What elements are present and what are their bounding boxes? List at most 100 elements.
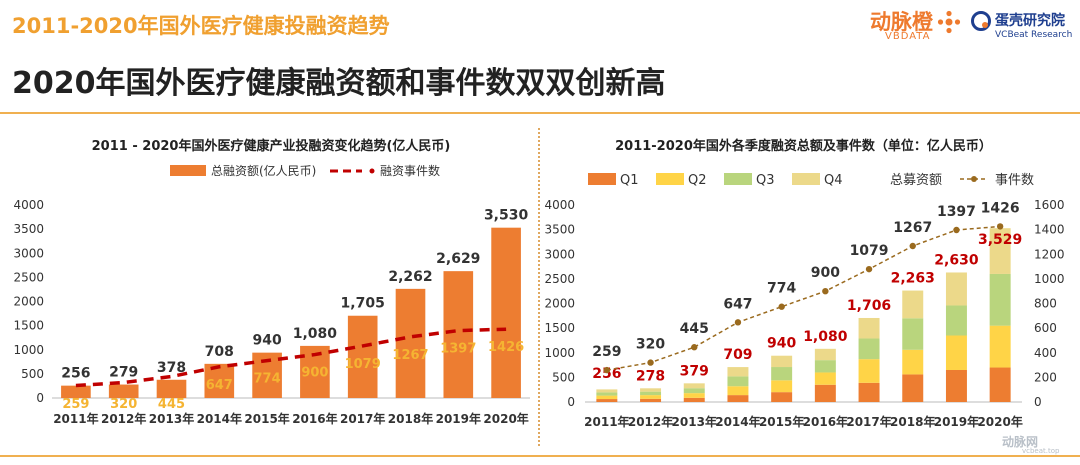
bar-segment-q1 bbox=[945, 369, 967, 402]
watermark-sub: vcbeat.top bbox=[1022, 447, 1060, 455]
y-tick-label: 0 bbox=[36, 391, 44, 405]
x-tick-label: 2019年 bbox=[436, 411, 481, 426]
vcbeat-logo-text: 蛋壳研究院 bbox=[995, 13, 1065, 29]
bar-segment-q2 bbox=[989, 325, 1011, 368]
bar-segment-q3 bbox=[858, 338, 880, 360]
x-tick-label: 2015年 bbox=[759, 414, 804, 429]
bar bbox=[395, 288, 426, 398]
bar-segment-q1 bbox=[989, 367, 1011, 402]
bar-segment-q2 bbox=[945, 335, 967, 370]
bar-segment-q3 bbox=[727, 376, 749, 387]
bar-segment-q3 bbox=[596, 392, 618, 396]
chart-divider bbox=[538, 128, 540, 446]
y-tick-label: 3000 bbox=[13, 246, 44, 260]
bar-segment-q4 bbox=[596, 389, 618, 393]
vcbeat-logo-icon bbox=[971, 11, 991, 31]
top-title: 2011-2020年国外医疗健康投融资趋势 bbox=[12, 14, 390, 38]
y2-tick-label: 1600 bbox=[1034, 198, 1065, 212]
bar bbox=[443, 271, 474, 398]
event-count-line bbox=[606, 225, 1001, 371]
x-tick-label: 2014年 bbox=[197, 411, 242, 426]
vbdata-logo-sub: VBDATA bbox=[885, 31, 931, 42]
legend-q1-label: Q1 bbox=[620, 173, 639, 188]
y-tick-label: 3500 bbox=[544, 223, 575, 237]
bar-segment-q2 bbox=[640, 395, 662, 399]
x-tick-label: 2020年 bbox=[977, 414, 1022, 429]
bar-segment-q1 bbox=[902, 374, 924, 402]
bar-segment-q3 bbox=[945, 305, 967, 336]
bar-segment-q2 bbox=[858, 359, 880, 383]
bar bbox=[204, 363, 235, 398]
bar-segment-q3 bbox=[683, 388, 705, 394]
event-value-label: 445 bbox=[680, 321, 709, 337]
bar-segment-q2 bbox=[902, 349, 924, 375]
bar-segment-q4 bbox=[902, 290, 924, 319]
x-tick-label: 2013年 bbox=[672, 414, 717, 429]
event-value-label: 774 bbox=[767, 281, 796, 297]
bar-segment-q1 bbox=[596, 399, 618, 402]
total-value-label: 2,630 bbox=[934, 252, 979, 268]
bar-value-label: 2,262 bbox=[388, 269, 432, 285]
event-marker bbox=[734, 319, 742, 326]
total-value-label: 379 bbox=[680, 363, 709, 379]
bar-segment-q4 bbox=[771, 355, 793, 368]
bar-segment-q3 bbox=[814, 360, 836, 373]
event-marker bbox=[603, 366, 611, 374]
event-value-label: 647 bbox=[723, 296, 752, 312]
bar-segment-q1 bbox=[858, 382, 880, 402]
legend-event-label: 事件数 bbox=[995, 173, 1034, 188]
y2-tick-label: 400 bbox=[1034, 346, 1057, 360]
y2-tick-label: 1000 bbox=[1034, 272, 1065, 286]
y2-tick-label: 1400 bbox=[1034, 223, 1065, 237]
x-tick-label: 2019年 bbox=[934, 414, 979, 429]
event-value-label: 320 bbox=[110, 397, 137, 412]
total-value-label: 2,263 bbox=[891, 271, 935, 287]
bar-segment-q3 bbox=[771, 367, 793, 381]
y-tick-label: 500 bbox=[552, 370, 575, 384]
legend-q2-label: Q2 bbox=[688, 173, 707, 188]
event-marker bbox=[909, 242, 916, 250]
total-value-label: 940 bbox=[767, 336, 796, 352]
event-value-label: 259 bbox=[62, 397, 89, 412]
bar-segment-q3 bbox=[989, 273, 1011, 326]
bar-value-label: 940 bbox=[252, 333, 281, 349]
x-tick-label: 2016年 bbox=[803, 414, 848, 429]
bar-value-label: 1,080 bbox=[293, 326, 338, 342]
legend-event-marker bbox=[971, 176, 977, 182]
total-value-label: 1,080 bbox=[803, 329, 848, 345]
event-value-label: 900 bbox=[811, 265, 840, 281]
bar-segment-q2 bbox=[596, 395, 618, 400]
y-tick-label: 1500 bbox=[544, 321, 575, 335]
bar-segment-q2 bbox=[771, 380, 793, 393]
event-value-label: 900 bbox=[301, 366, 328, 381]
event-value-label: 1397 bbox=[937, 204, 976, 220]
bar-segment-q1 bbox=[683, 397, 705, 402]
x-tick-label: 2018年 bbox=[388, 411, 433, 426]
event-marker bbox=[691, 344, 698, 351]
event-marker bbox=[647, 359, 654, 366]
event-value-label: 1397 bbox=[440, 342, 476, 357]
y-tick-label: 1000 bbox=[13, 343, 44, 357]
y-tick-label: 2500 bbox=[13, 270, 44, 284]
y-tick-label: 2500 bbox=[544, 272, 575, 286]
bar-value-label: 2,629 bbox=[436, 251, 480, 267]
bar-segment-q1 bbox=[814, 384, 836, 402]
total-value-label: 278 bbox=[636, 368, 665, 384]
bar-segment-q3 bbox=[640, 391, 662, 396]
bar-segment-q4 bbox=[727, 367, 749, 377]
bar-segment-q2 bbox=[683, 393, 705, 398]
bar-segment-q4 bbox=[858, 317, 880, 339]
total-value-label: 709 bbox=[723, 347, 752, 363]
vcbeat-logo-sub: VCBeat Research bbox=[995, 30, 1073, 40]
event-value-label: 647 bbox=[206, 378, 233, 393]
bar-segment-q2 bbox=[727, 386, 749, 396]
legend-line-label: 融资事件数 bbox=[380, 163, 440, 178]
bar bbox=[61, 385, 91, 398]
y-tick-label: 0 bbox=[567, 395, 575, 409]
y-tick-label: 1500 bbox=[13, 319, 44, 333]
bar bbox=[347, 315, 378, 398]
total-value-label: 1,706 bbox=[847, 298, 891, 314]
bar-value-label: 3,530 bbox=[484, 208, 529, 224]
bar-value-label: 708 bbox=[205, 344, 234, 360]
bar-value-label: 279 bbox=[109, 365, 138, 381]
